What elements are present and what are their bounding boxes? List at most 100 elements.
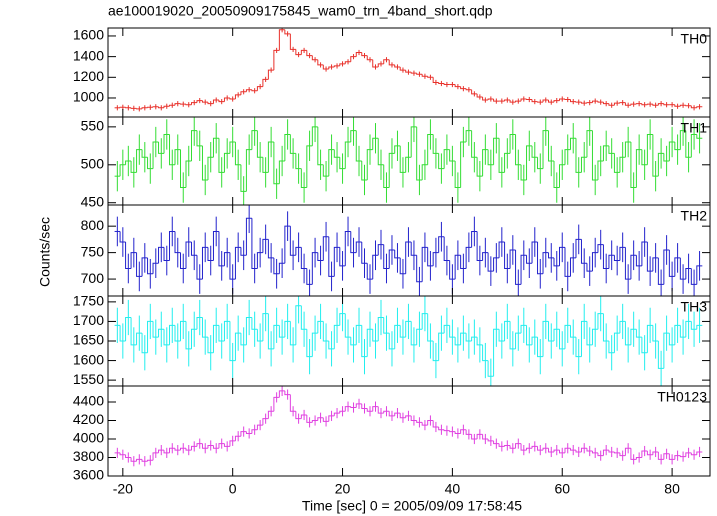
step-bin xyxy=(509,100,516,103)
step-bin xyxy=(339,157,346,170)
y-tick-label: 1700 xyxy=(73,312,104,328)
step-bin xyxy=(520,164,527,181)
step-bin xyxy=(679,325,686,338)
step-bin xyxy=(471,89,478,95)
y-tick-label: 4000 xyxy=(73,430,104,446)
step-bin xyxy=(229,97,236,100)
step-bin xyxy=(278,160,285,184)
step-bin xyxy=(311,420,318,423)
step-bin xyxy=(559,329,565,350)
step-bin xyxy=(366,408,373,412)
step-bin xyxy=(322,164,329,177)
step-bin xyxy=(427,76,434,78)
step-bin xyxy=(559,246,565,266)
step-bin xyxy=(509,133,516,154)
step-bin xyxy=(421,246,428,282)
step-bin xyxy=(399,413,406,419)
step-bin xyxy=(591,130,598,181)
step-bin xyxy=(564,324,571,349)
step-bin xyxy=(679,455,686,458)
step-bin xyxy=(377,317,384,341)
step-bin xyxy=(663,249,670,285)
step-bin xyxy=(449,430,456,433)
y-tick-label: 1650 xyxy=(73,332,104,348)
step-bin xyxy=(564,99,571,101)
step-bin xyxy=(207,156,214,180)
step-bin xyxy=(652,451,659,455)
step-bin xyxy=(190,102,197,105)
step-bin xyxy=(559,450,565,454)
step-bin xyxy=(569,99,576,103)
step-bin xyxy=(169,324,176,345)
step-bin xyxy=(130,317,137,346)
step-bin xyxy=(278,262,285,274)
step-bin xyxy=(174,103,181,106)
step-bin xyxy=(201,100,208,103)
step-bin xyxy=(394,412,401,416)
step-bin xyxy=(234,94,241,100)
step-bin xyxy=(652,257,659,272)
step-bin xyxy=(443,324,450,334)
step-bin xyxy=(432,134,439,154)
step-bin xyxy=(646,133,653,165)
step-bin xyxy=(416,328,423,345)
step-bin xyxy=(410,72,417,74)
step-bin xyxy=(273,49,280,71)
step-bin xyxy=(322,417,329,422)
step-bin xyxy=(515,332,522,349)
step-bin xyxy=(267,313,274,350)
step-bin xyxy=(668,141,675,161)
step-bin xyxy=(542,252,549,274)
step-bin xyxy=(212,99,219,104)
step-bin xyxy=(685,452,692,457)
step-bin xyxy=(537,337,544,358)
step-bin xyxy=(234,142,241,166)
step-bin xyxy=(152,106,159,108)
step-bin xyxy=(267,410,274,419)
step-bin xyxy=(306,50,313,57)
step-bin xyxy=(180,149,186,189)
step-bin xyxy=(169,230,176,261)
y-tick-label: 750 xyxy=(81,243,105,259)
step-bin xyxy=(537,101,544,103)
step-bin xyxy=(657,257,664,285)
step-bin xyxy=(300,49,307,55)
step-bin xyxy=(509,321,516,350)
step-bin xyxy=(350,130,357,143)
step-bin xyxy=(520,98,527,102)
step-bin xyxy=(394,324,401,349)
step-bin xyxy=(201,145,208,181)
step-bin xyxy=(624,247,631,280)
y-axis-label: Counts/sec xyxy=(37,217,53,287)
step-bin xyxy=(361,161,368,181)
step-bin xyxy=(147,459,154,462)
step-bin xyxy=(234,246,241,280)
step-bin xyxy=(152,321,159,338)
step-bin xyxy=(520,443,527,451)
step-bin xyxy=(251,89,258,92)
step-bin xyxy=(685,267,692,280)
step-bin xyxy=(267,141,274,173)
step-bin xyxy=(333,412,340,416)
step-bin xyxy=(476,157,483,177)
step-bin xyxy=(295,246,302,256)
step-bin xyxy=(569,325,576,338)
step-bin xyxy=(679,104,686,107)
step-bin xyxy=(580,320,587,357)
step-bin xyxy=(141,257,148,277)
step-bin xyxy=(169,134,176,166)
step-bin xyxy=(201,443,208,449)
step-bin xyxy=(613,332,620,353)
step-bin xyxy=(575,337,582,358)
step-bin xyxy=(553,449,560,452)
step-bin xyxy=(613,102,620,106)
step-bin xyxy=(487,98,494,101)
step-bin xyxy=(476,93,483,98)
panel-frame xyxy=(107,295,711,387)
step-bin xyxy=(212,445,219,449)
step-bin xyxy=(300,414,307,419)
step-bin xyxy=(548,252,555,259)
step-bin xyxy=(624,321,631,346)
step-bin xyxy=(482,96,489,101)
